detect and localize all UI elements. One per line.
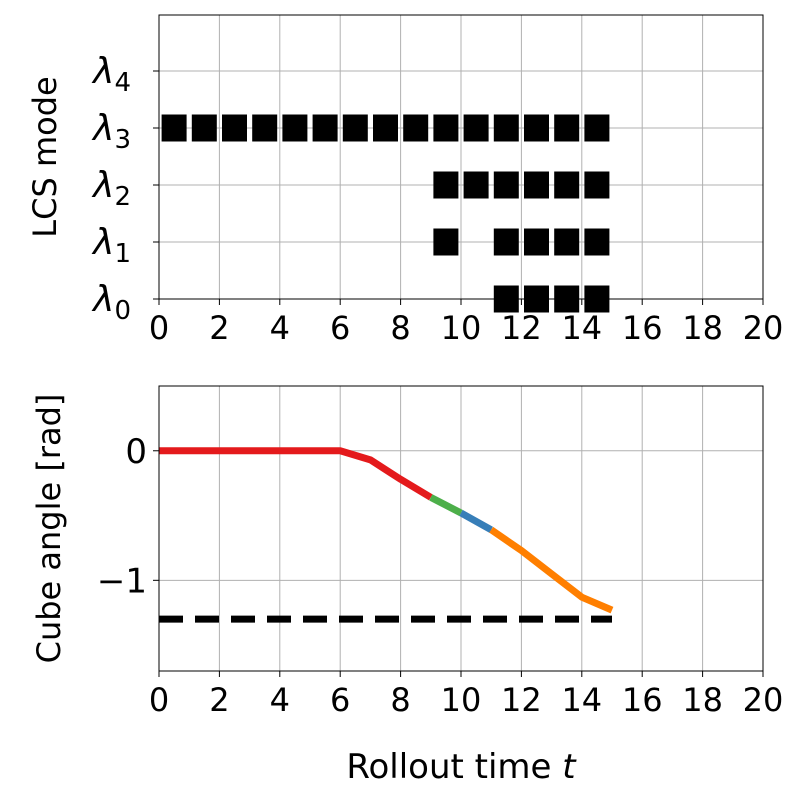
angle-series <box>159 447 614 623</box>
lcs-active-marker <box>342 114 368 142</box>
lcs-active-marker <box>584 228 610 256</box>
angle-x-ticks: 0 2 4 6 8 10 12 14 16 18 20 <box>149 671 784 719</box>
angle-y-axis-label: Cube angle [rad] <box>30 394 68 664</box>
lcs-y-tick-label: λ2 <box>91 165 131 212</box>
lcs-active-marker <box>463 171 489 199</box>
lcs-y-tick-label: λ1 <box>91 222 131 269</box>
lcs-active-marker <box>282 114 308 142</box>
angle-x-tick-label: 4 <box>270 681 290 719</box>
lcs-active-marker <box>493 171 519 199</box>
angle-x-tick-label: 8 <box>390 681 410 719</box>
lcs-active-marker <box>252 114 278 142</box>
lcs-x-ticks: 0 2 4 6 8 10 12 14 16 18 20 <box>149 299 784 347</box>
lcs-active-marker <box>373 114 398 142</box>
lcs-active-marker <box>554 114 580 142</box>
lcs-mode-markers <box>161 114 610 313</box>
lcs-x-tick-label: 16 <box>622 309 663 347</box>
lcs-y-tick-label: λ0 <box>91 279 131 326</box>
lcs-active-marker <box>554 171 580 199</box>
cube-angle-series-line <box>459 509 493 533</box>
lcs-x-tick-label: 12 <box>501 309 542 347</box>
angle-x-tick-label: 16 <box>622 681 663 719</box>
lcs-active-marker <box>312 114 338 142</box>
lcs-x-tick-label: 10 <box>441 309 482 347</box>
lcs-x-tick-label: 6 <box>330 309 350 347</box>
lcs-active-marker <box>493 114 519 142</box>
angle-x-tick-label: 6 <box>330 681 350 719</box>
angle-y-tick-label: −1 <box>97 561 147 601</box>
angle-x-tick-label: 10 <box>441 681 482 719</box>
lcs-x-tick-label: 20 <box>743 309 784 347</box>
lcs-active-marker <box>403 114 429 142</box>
lcs-y-tick-label: λ4 <box>91 51 131 98</box>
lcs-active-marker <box>463 114 489 142</box>
lcs-active-marker <box>433 114 459 142</box>
lcs-active-marker <box>554 228 580 256</box>
lcs-x-tick-label: 0 <box>149 309 169 347</box>
lcs-active-marker <box>584 171 610 199</box>
angle-x-tick-label: 20 <box>743 681 784 719</box>
lcs-y-axis-label: LCS mode <box>26 76 64 237</box>
cube-angle-series-line <box>489 526 614 614</box>
angle-x-tick-label: 18 <box>682 681 723 719</box>
lcs-active-marker <box>433 171 459 199</box>
lcs-active-marker <box>222 114 247 142</box>
lcs-grid <box>158 15 764 300</box>
angle-y-tick-label: 0 <box>125 432 147 472</box>
lcs-x-tick-label: 2 <box>209 309 229 347</box>
lcs-x-tick-label: 4 <box>270 309 290 347</box>
lcs-y-tick-label: λ3 <box>91 108 131 155</box>
angle-x-axis-label: Rollout time t <box>346 747 577 787</box>
angle-x-tick-label: 0 <box>149 681 169 719</box>
lcs-active-marker <box>524 228 549 256</box>
angle-x-tick-label: 2 <box>209 681 229 719</box>
lcs-active-marker <box>524 171 549 199</box>
angle-x-tick-label: 14 <box>561 681 602 719</box>
lcs-active-marker <box>191 114 217 142</box>
lcs-mode-panel: 0 2 4 6 8 10 12 14 16 18 20 λ0 λ1 λ2 λ3 λ4 LCS mode <box>26 14 784 347</box>
angle-grid <box>158 386 764 671</box>
cube-angle-series-line <box>429 494 463 517</box>
lcs-x-tick-label: 18 <box>682 309 723 347</box>
lcs-active-marker <box>584 114 610 142</box>
angle-y-ticks: 0 −1 <box>97 432 159 601</box>
lcs-y-ticks: λ0 λ1 λ2 λ3 λ4 <box>91 51 159 326</box>
lcs-x-tick-label: 14 <box>561 309 602 347</box>
cube-angle-panel: 0 2 4 6 8 10 12 14 16 18 20 0 −1 Cube angle [rad] R… <box>30 385 784 787</box>
cube-angle-series-line <box>159 447 433 501</box>
lcs-active-marker <box>433 228 459 256</box>
angle-x-tick-label: 12 <box>501 681 542 719</box>
lcs-active-marker <box>161 114 187 142</box>
lcs-x-tick-label: 8 <box>390 309 410 347</box>
lcs-active-marker <box>493 228 519 256</box>
lcs-active-marker <box>524 114 549 142</box>
